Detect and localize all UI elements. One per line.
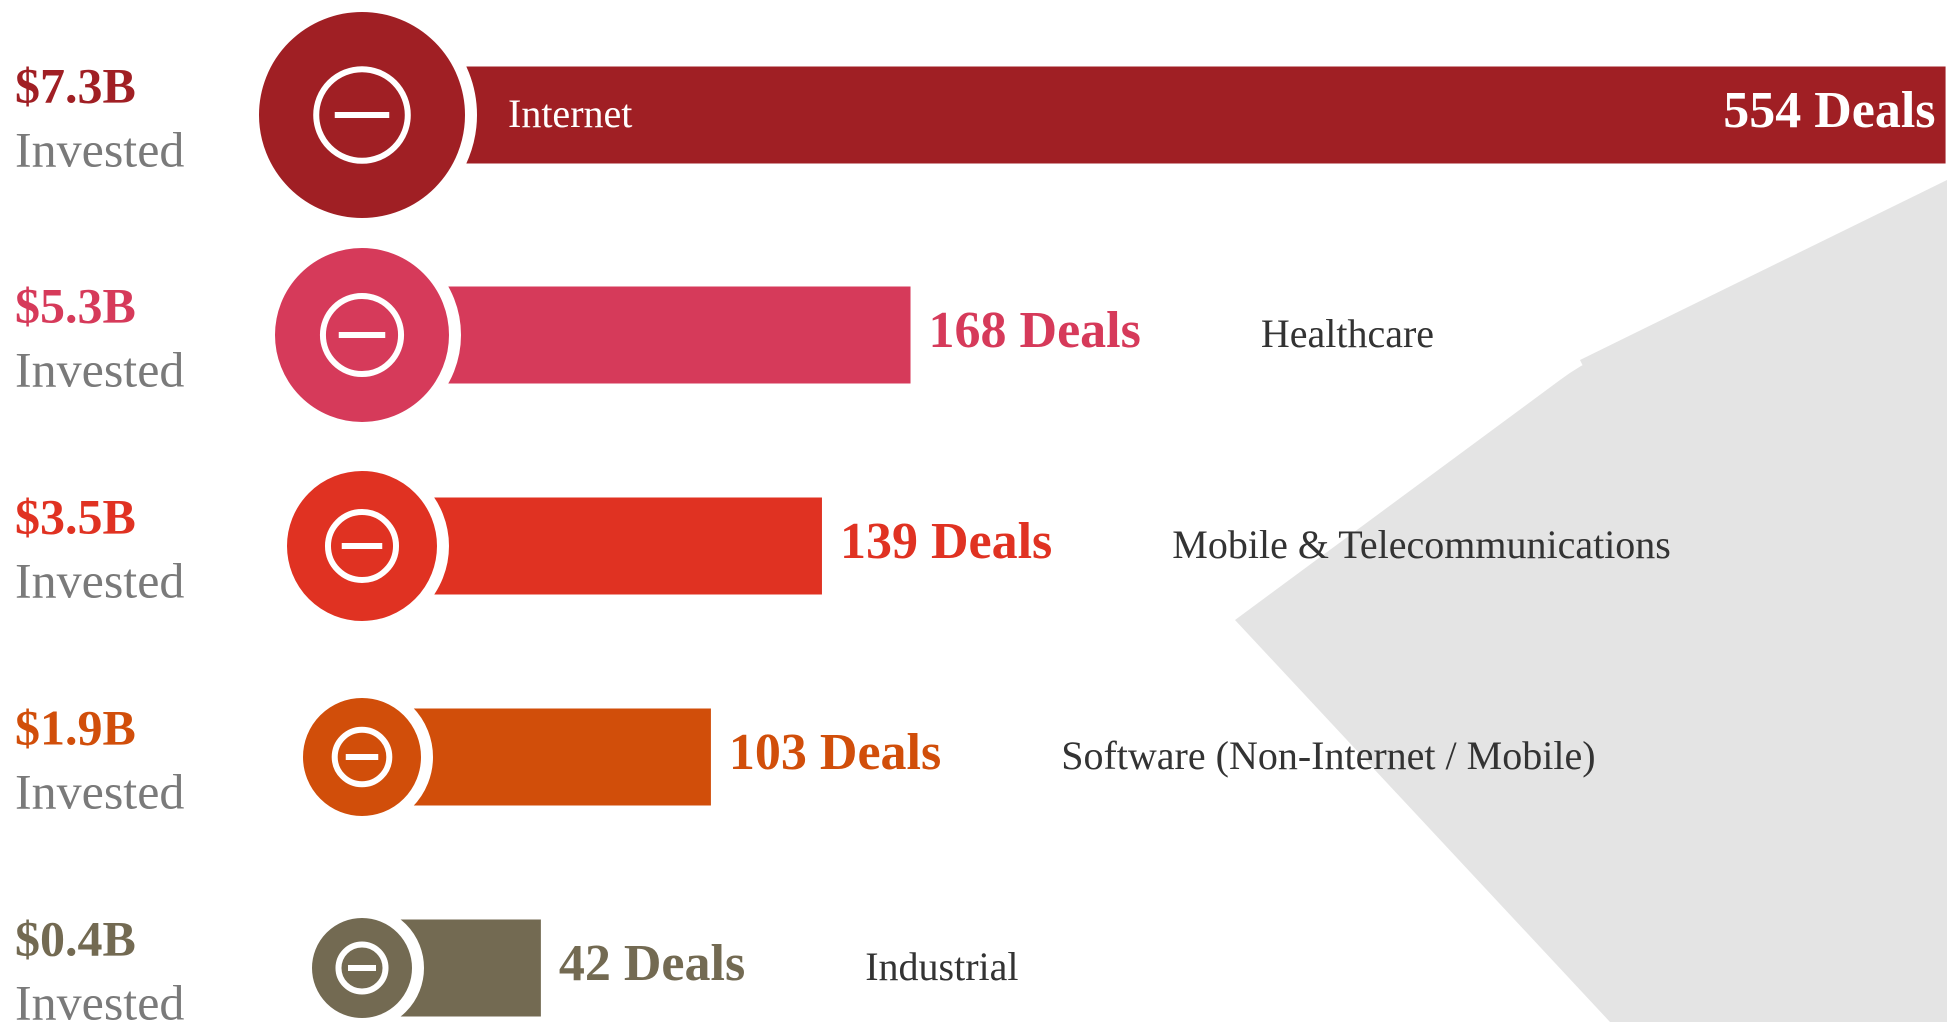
icon-ring <box>313 66 411 164</box>
value-label: 168 Deals <box>929 302 1141 359</box>
icon-glyph <box>324 508 400 584</box>
invested-amount: $0.4B <box>15 910 136 966</box>
category-label: Internet <box>508 91 632 136</box>
invested-amount: $1.9B <box>15 699 136 755</box>
value-label: 42 Deals <box>559 935 745 992</box>
invested-label: Invested <box>15 121 184 177</box>
icon-glyph <box>313 66 411 164</box>
invested-amount: $3.5B <box>15 488 136 544</box>
icon-ring <box>335 941 389 995</box>
value-label: 554 Deals <box>1723 82 1935 139</box>
category-label: Healthcare <box>1261 311 1434 356</box>
value-label: 103 Deals <box>729 724 941 781</box>
invested-amount: $7.3B <box>15 57 136 113</box>
watermark <box>1235 180 1947 1022</box>
invested-amount: $5.3B <box>15 277 136 333</box>
icon-ring <box>319 292 405 378</box>
icon-glyph <box>335 941 389 995</box>
category-label: Industrial <box>865 944 1018 989</box>
icon-ring <box>324 508 400 584</box>
icon-glyph <box>319 292 405 378</box>
invested-label: Invested <box>15 341 184 397</box>
category-label: Software (Non-Internet / Mobile) <box>1061 733 1595 778</box>
category-label: Mobile & Telecommunications <box>1172 522 1671 567</box>
value-label: 139 Deals <box>840 513 1052 570</box>
invested-label: Invested <box>15 974 184 1022</box>
icon-glyph <box>331 726 393 788</box>
invested-label: Invested <box>15 763 184 819</box>
invested-label: Invested <box>15 552 184 608</box>
icon-ring <box>331 726 393 788</box>
bar <box>362 66 1946 164</box>
